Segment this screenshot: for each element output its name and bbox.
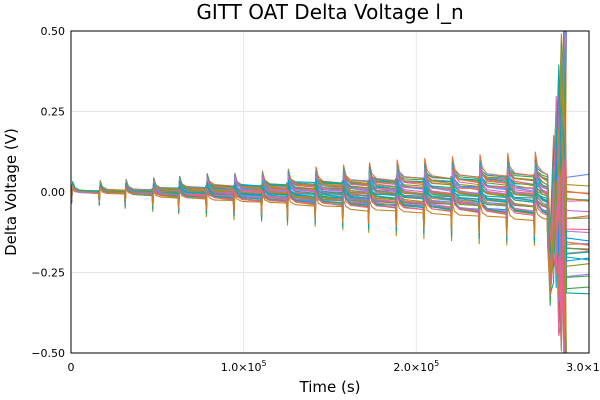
chart-title: GITT OAT Delta Voltage l_n bbox=[196, 0, 463, 24]
y-axis-label: Delta Voltage (V) bbox=[2, 128, 20, 256]
y-tick-label: 0.50 bbox=[41, 25, 66, 38]
y-tick-label: −0.25 bbox=[31, 267, 65, 280]
y-ticks: −0.50 −0.25 0.00 0.25 0.50 bbox=[31, 25, 65, 360]
y-tick-label: −0.50 bbox=[31, 347, 65, 360]
x-axis-label: Time (s) bbox=[299, 378, 361, 396]
series-line bbox=[71, 101, 589, 295]
y-tick-label: 0.00 bbox=[41, 186, 66, 199]
x-tick-label: 1.0×105 bbox=[221, 359, 267, 374]
series-layer bbox=[71, 31, 589, 353]
y-tick-label: 0.25 bbox=[41, 106, 66, 119]
x-tick-label: 3.0×105 bbox=[566, 359, 600, 374]
plot-frame bbox=[70, 30, 590, 354]
x-ticks: 0 1.0×105 2.0×105 3.0×105 bbox=[68, 359, 600, 374]
x-tick-label: 2.0×105 bbox=[393, 359, 439, 374]
x-tick-label: 0 bbox=[68, 361, 75, 374]
